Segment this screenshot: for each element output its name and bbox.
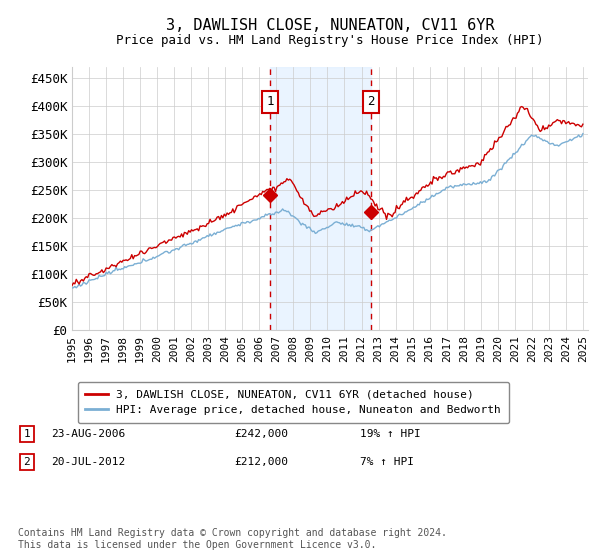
Text: 23-AUG-2006: 23-AUG-2006 [51, 429, 125, 439]
Text: 2: 2 [367, 95, 374, 109]
Text: 20-JUL-2012: 20-JUL-2012 [51, 457, 125, 467]
Text: 2: 2 [23, 457, 31, 467]
Text: £242,000: £242,000 [234, 429, 288, 439]
Text: 1: 1 [23, 429, 31, 439]
Text: Contains HM Land Registry data © Crown copyright and database right 2024.
This d: Contains HM Land Registry data © Crown c… [18, 528, 447, 550]
Text: £212,000: £212,000 [234, 457, 288, 467]
Text: 19% ↑ HPI: 19% ↑ HPI [360, 429, 421, 439]
Text: 3, DAWLISH CLOSE, NUNEATON, CV11 6YR: 3, DAWLISH CLOSE, NUNEATON, CV11 6YR [166, 18, 494, 32]
Text: Price paid vs. HM Land Registry's House Price Index (HPI): Price paid vs. HM Land Registry's House … [116, 34, 544, 48]
Legend: 3, DAWLISH CLOSE, NUNEATON, CV11 6YR (detached house), HPI: Average price, detac: 3, DAWLISH CLOSE, NUNEATON, CV11 6YR (de… [77, 382, 509, 423]
Text: 7% ↑ HPI: 7% ↑ HPI [360, 457, 414, 467]
Bar [271, 67, 371, 330]
Text: 1: 1 [266, 95, 274, 109]
